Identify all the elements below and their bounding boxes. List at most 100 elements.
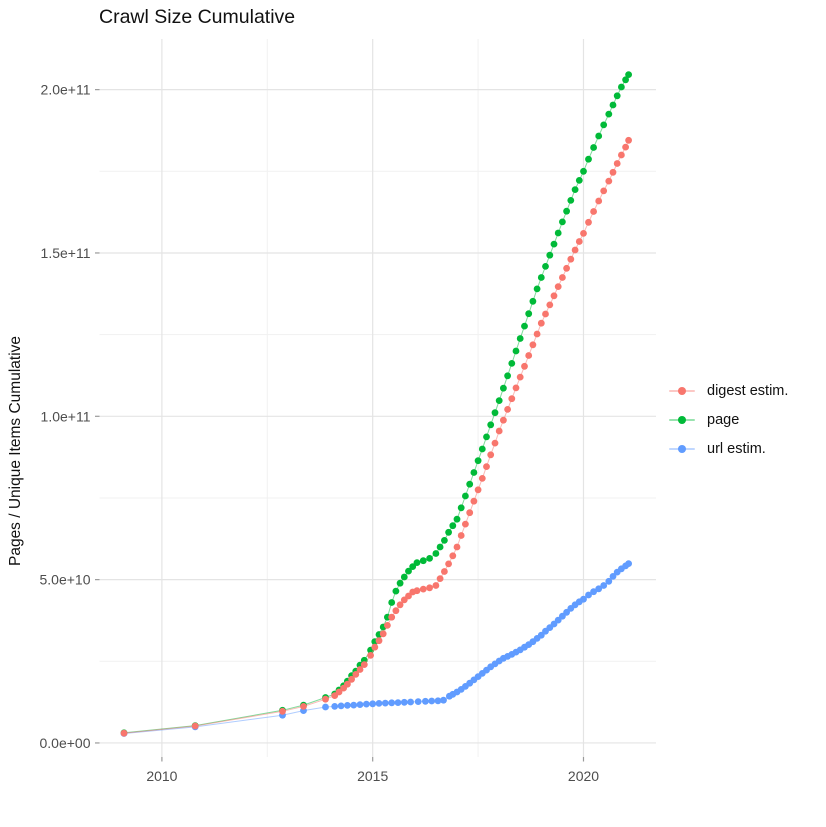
data-point-digest-estim	[546, 301, 554, 309]
data-point-url-estim	[363, 700, 370, 708]
data-point-page	[521, 322, 528, 330]
data-point-page	[575, 177, 583, 184]
data-point-digest-estim	[585, 218, 592, 226]
data-point-page	[622, 76, 629, 84]
x-tick-label: 2020	[568, 768, 599, 784]
data-point-page	[554, 229, 562, 237]
axis-ticks: 2010 2015 2020 0.0e+00 5.0e+10 1.0e+11 1.5e+11…	[40, 82, 600, 784]
data-point-page	[436, 543, 444, 551]
data-point-digest-estim	[491, 439, 499, 447]
x-tick-label: 2015	[357, 768, 388, 784]
series-digest-estim	[120, 136, 632, 737]
data-point-digest-estim	[521, 362, 528, 370]
data-point-page	[426, 555, 433, 562]
data-point-digest-estim	[445, 560, 452, 568]
data-point-digest-estim	[478, 475, 486, 482]
data-point-digest-estim	[466, 509, 474, 517]
data-point-page	[504, 372, 511, 380]
data-point-digest-estim	[436, 575, 444, 582]
data-point-url-estim	[595, 585, 603, 593]
data-point-url-estim	[422, 697, 429, 705]
data-point-url-estim	[331, 703, 339, 710]
data-point-digest-estim	[525, 352, 533, 359]
data-point-page	[559, 218, 566, 226]
data-point-digest-estim	[516, 373, 524, 381]
data-point-digest-estim	[622, 143, 629, 151]
series-page	[120, 71, 632, 737]
data-point-url-estim	[350, 701, 358, 709]
data-point-page	[441, 537, 448, 544]
legend-label-url-estim: url estim.	[707, 441, 766, 457]
data-point-page	[546, 251, 554, 259]
data-point-digest-estim	[542, 310, 549, 318]
data-point-digest-estim	[470, 497, 478, 505]
data-point-page	[457, 504, 465, 512]
data-point-page	[529, 297, 537, 305]
data-point-url-estim	[428, 697, 436, 705]
data-point-page	[445, 528, 452, 536]
y-tick-label: 0.0e+00	[40, 735, 91, 751]
data-point-page	[432, 550, 440, 557]
data-point-digest-estim	[474, 486, 482, 494]
data-point-page	[533, 285, 541, 293]
data-point-digest-estim	[590, 208, 597, 215]
data-point-digest-estim	[508, 395, 516, 403]
data-point-digest-estim	[322, 695, 329, 703]
data-point-digest-estim	[120, 729, 128, 737]
data-point-url-estim	[434, 697, 442, 705]
data-point-digest-estim	[360, 661, 368, 668]
data-point-page	[563, 207, 570, 215]
data-point-digest-estim	[567, 255, 575, 263]
data-point-digest-estim	[335, 688, 343, 696]
data-point-digest-estim	[609, 168, 617, 176]
data-point-page	[613, 92, 621, 100]
legend-key-page-icon	[669, 415, 695, 425]
legend-key-digest-estim-icon	[669, 386, 695, 396]
data-point-page	[500, 384, 507, 392]
data-point-page	[625, 71, 632, 78]
data-point-digest-estim	[348, 675, 355, 683]
data-point-page	[405, 567, 412, 575]
data-point-digest-estim	[500, 416, 507, 424]
data-point-page	[396, 579, 404, 587]
data-point-page	[525, 310, 533, 318]
data-point-page	[409, 563, 417, 570]
x-tick-label: 2010	[146, 768, 177, 784]
data-point-url-estim	[590, 588, 597, 596]
data-point-digest-estim	[375, 637, 383, 645]
y-tick-label: 2.0e+11	[41, 82, 91, 98]
data-point-digest-estim	[533, 330, 541, 338]
data-point-url-estim	[625, 560, 632, 567]
data-point-url-estim	[394, 699, 402, 706]
legend-item-url-estim: url estim.	[669, 440, 788, 458]
data-point-digest-estim	[392, 607, 400, 615]
data-point-page	[419, 557, 427, 565]
data-point-digest-estim	[554, 283, 562, 290]
data-point-digest-estim	[605, 177, 613, 185]
data-point-digest-estim	[613, 160, 621, 167]
data-point-url-estim	[609, 573, 617, 580]
data-point-digest-estim	[563, 264, 570, 272]
data-point-page	[483, 433, 490, 441]
data-point-digest-estim	[529, 341, 537, 349]
data-point-url-estim	[369, 700, 377, 708]
data-point-url-estim	[381, 699, 389, 707]
data-point-page	[516, 335, 524, 342]
data-point-page	[585, 155, 592, 163]
data-point-digest-estim	[419, 585, 427, 593]
data-point-digest-estim	[575, 238, 583, 245]
data-point-digest-estim	[300, 703, 307, 710]
data-point-page	[453, 515, 461, 523]
data-point-digest-estim	[537, 319, 545, 327]
data-point-page	[491, 409, 499, 417]
data-point-page	[580, 167, 587, 175]
series-url-estim	[120, 560, 632, 737]
data-point-digest-estim	[279, 707, 286, 715]
data-point-digest-estim	[191, 722, 199, 730]
data-point-digest-estim	[462, 520, 469, 528]
data-point-digest-estim	[495, 427, 503, 435]
data-point-digest-estim	[483, 463, 490, 470]
data-point-page	[537, 274, 545, 281]
data-point-digest-estim	[550, 292, 558, 300]
data-point-url-estim	[585, 591, 592, 599]
